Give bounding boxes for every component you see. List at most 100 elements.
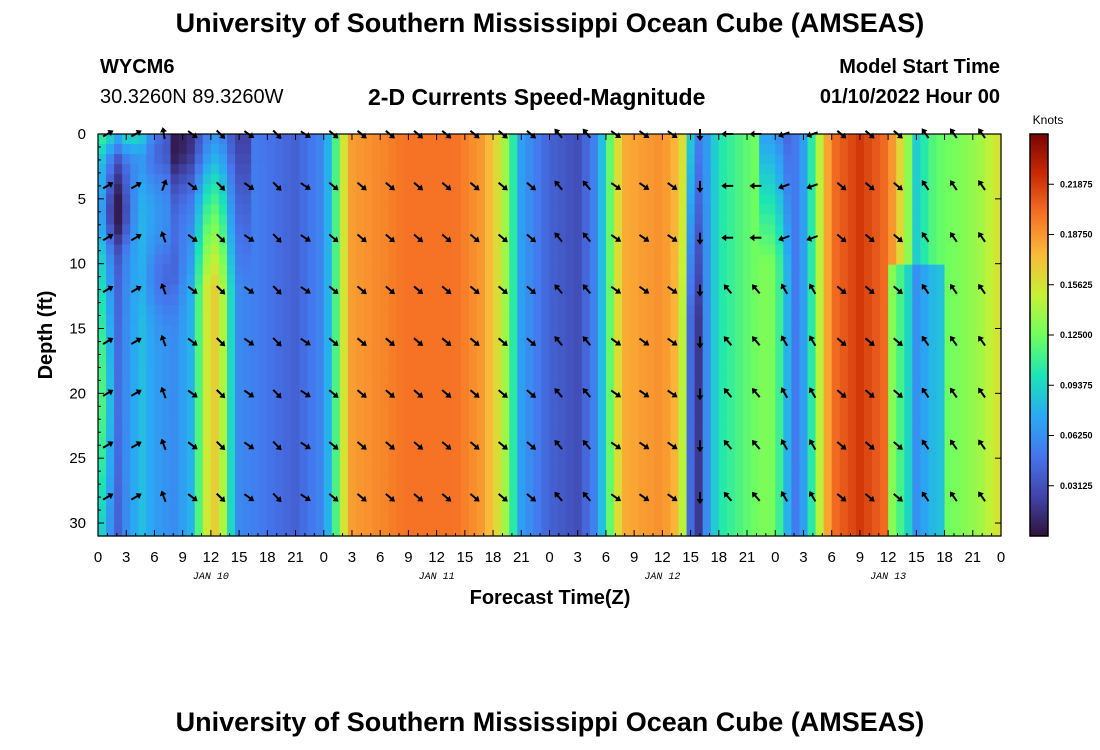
heatmap-cell <box>807 304 817 316</box>
heatmap-cell <box>952 405 962 416</box>
heatmap-cell <box>646 214 655 226</box>
heatmap-cell <box>686 204 696 215</box>
heatmap-cell <box>815 525 825 537</box>
heatmap-cell <box>114 455 123 467</box>
heatmap-cell <box>404 194 414 205</box>
heatmap-cell <box>444 375 454 386</box>
heatmap-cell <box>783 405 792 416</box>
heatmap-cell <box>267 375 276 386</box>
heatmap-cell <box>412 284 422 296</box>
heatmap-cell <box>138 294 147 306</box>
heatmap-cell <box>509 445 518 457</box>
heatmap-cell <box>936 405 946 416</box>
heatmap-cell <box>759 244 768 256</box>
heatmap-cell <box>517 455 526 467</box>
heatmap-cell <box>726 274 736 286</box>
heatmap-cell <box>888 435 897 447</box>
heatmap-cell <box>323 425 333 437</box>
heatmap-cell <box>372 525 381 537</box>
heatmap-cell <box>106 375 115 386</box>
heatmap-cell <box>734 475 744 487</box>
heatmap-cell <box>638 485 647 497</box>
heatmap-cell <box>589 324 599 336</box>
heatmap-cell <box>476 234 486 246</box>
heatmap-cell <box>154 324 164 336</box>
heatmap-cell <box>743 405 752 416</box>
heatmap-cell <box>654 395 663 406</box>
heatmap-cell <box>533 144 543 155</box>
heatmap-cell <box>202 314 212 326</box>
heatmap-cell <box>267 324 276 336</box>
heatmap-cell <box>130 425 139 437</box>
heatmap-cell <box>98 425 107 437</box>
heatmap-cell <box>323 365 333 376</box>
heatmap-cell <box>912 244 921 256</box>
heatmap-cell <box>952 294 962 306</box>
arrow-head <box>473 495 480 502</box>
heatmap-cell <box>984 415 994 427</box>
heatmap-cell <box>662 475 672 487</box>
heatmap-cell <box>944 355 954 366</box>
heatmap-cell <box>178 395 188 406</box>
heatmap-cell <box>476 144 486 155</box>
heatmap-cell <box>331 174 341 185</box>
heatmap-cell <box>122 184 131 195</box>
heatmap-cell <box>775 525 784 537</box>
arrow-head <box>501 340 508 346</box>
heatmap-cell <box>960 174 970 185</box>
heatmap-cell <box>614 435 623 447</box>
heatmap-cell <box>968 194 978 205</box>
heatmap-cell <box>880 134 889 145</box>
heatmap-cell <box>267 244 276 256</box>
heatmap-cell <box>597 485 607 497</box>
heatmap-cell <box>920 134 930 145</box>
heatmap-cell <box>235 455 244 467</box>
arrow-head <box>161 179 168 186</box>
heatmap-cell <box>291 194 301 205</box>
heatmap-cell <box>565 274 575 286</box>
heatmap-cell <box>847 134 857 145</box>
heatmap-cell <box>476 244 486 256</box>
heatmap-cell <box>638 405 647 416</box>
heatmap-cell <box>581 134 591 145</box>
heatmap-cell <box>686 455 696 467</box>
heatmap-cell <box>541 425 551 437</box>
heatmap-cell <box>581 224 591 236</box>
heatmap-cell <box>509 304 518 316</box>
heatmap-cell <box>775 505 784 517</box>
heatmap-cell <box>452 525 462 537</box>
heatmap-cell <box>186 395 196 406</box>
heatmap-cell <box>404 465 414 477</box>
heatmap-cell <box>364 525 373 537</box>
heatmap-cell <box>936 435 946 447</box>
heatmap-cell <box>888 264 897 276</box>
heatmap-cell <box>259 264 268 276</box>
heatmap-cell <box>984 495 994 507</box>
heatmap-cell <box>283 304 293 316</box>
heatmap-cell <box>114 294 123 306</box>
heatmap-cell <box>912 304 921 316</box>
heatmap-cell <box>912 375 921 386</box>
heatmap-cell <box>307 335 317 346</box>
heatmap-cell <box>743 144 752 155</box>
heatmap-cell <box>984 475 994 487</box>
heatmap-cell <box>839 335 849 346</box>
heatmap-cell <box>388 224 397 236</box>
heatmap-cell <box>501 425 510 437</box>
heatmap-cell <box>847 144 857 155</box>
heatmap-cell <box>920 164 930 175</box>
heatmap-cell <box>428 254 438 266</box>
heatmap-cell <box>476 465 486 477</box>
heatmap-cell <box>855 224 865 236</box>
heatmap-cell <box>791 345 801 356</box>
heatmap-cell <box>347 405 357 416</box>
heatmap-cell <box>331 475 341 487</box>
heatmap-cell <box>670 455 680 467</box>
heatmap-cell <box>638 475 647 487</box>
heatmap-cell <box>743 274 752 286</box>
heatmap-cell <box>952 174 962 185</box>
heatmap-cell <box>444 355 454 366</box>
heatmap-cell <box>388 204 397 215</box>
heatmap-cell <box>154 194 164 205</box>
heatmap-cell <box>291 324 301 336</box>
